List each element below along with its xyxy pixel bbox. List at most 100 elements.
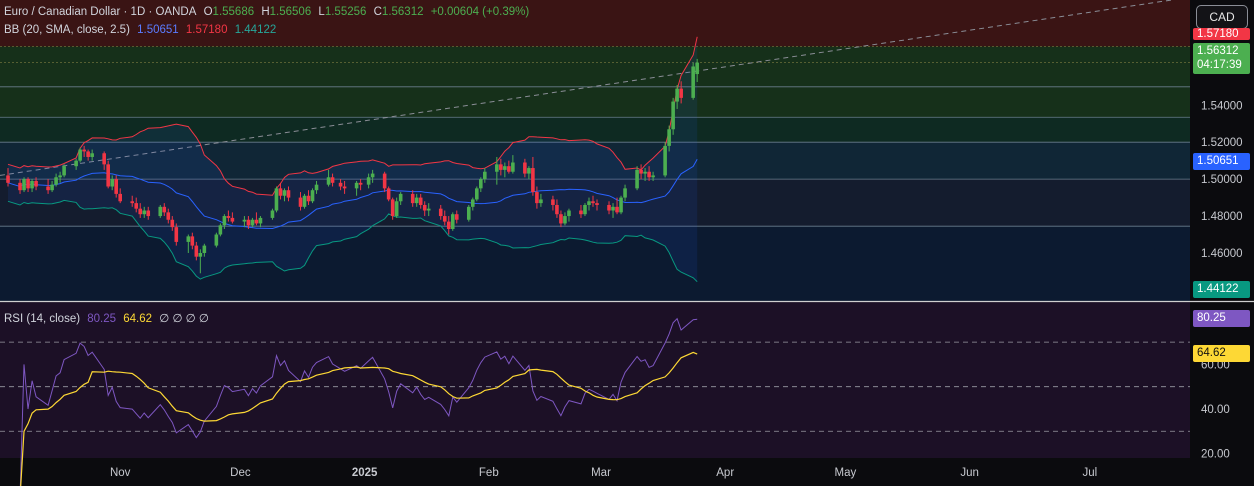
time-tick-label: Dec [230,467,251,479]
candle-body [579,210,583,215]
price-tick-label: 1.46000 [1201,248,1243,260]
zone-4 [0,179,1190,227]
last-price-value: 1.56312 [1197,45,1239,57]
price-tick-label: 1.52000 [1201,137,1243,149]
candle-body [86,151,90,157]
candle-body [563,216,567,224]
candle-body [62,166,66,176]
time-tick-label: Apr [716,467,734,479]
candle-body [551,199,555,205]
candle-body [258,217,263,224]
candle-body [503,166,507,170]
candle-body [34,180,38,187]
candle-body [390,199,395,217]
rsi-ma-line [20,351,698,486]
ohlc-legend: Euro / Canadian Dollar · 1D · OANDA O1.5… [4,6,533,18]
candle-body [358,182,363,185]
candle-body [230,217,235,222]
rsi-value: 80.25 [87,313,117,325]
bb-legend[interactable]: BB (20, SMA, close, 2.5) 1.50651 1.57180… [4,24,280,36]
candle-body [78,149,82,161]
candle-body [298,197,303,207]
rsi-tag: 80.25 [1193,310,1250,327]
candle-body [671,101,675,130]
candle-body [591,201,595,204]
candle-body [607,204,611,211]
candle-body [82,149,86,152]
candle-body [454,214,459,220]
zone-5 [0,226,1190,301]
candle-body [26,179,30,189]
bb-lower-value: 1.44122 [234,24,277,36]
candle-body [158,206,163,217]
high-label: H [261,6,270,18]
zone-1 [0,46,1190,118]
symbol-title[interactable]: Euro / Canadian Dollar · 1D · OANDA [4,6,197,18]
rsi-extra-values: ∅ ∅ ∅ ∅ [159,313,209,325]
candle-body [246,219,251,226]
rsi-legend[interactable]: RSI (14, close) 80.25 64.62 ∅ ∅ ∅ ∅ [4,311,213,325]
candle-body [90,153,94,157]
zone-2 [0,117,1190,143]
close-value: 1.56312 [381,6,424,18]
basis-tag: 1.50651 [1193,153,1250,170]
candle-body [50,184,54,191]
currency-button[interactable]: CAD [1196,5,1248,29]
candle-body [511,162,515,172]
time-tick-label: Jul [1082,467,1097,479]
candle-body [442,216,447,222]
candle-body [222,216,227,226]
candle-body [635,169,639,189]
candle-body [302,195,307,207]
candle-body [675,88,679,102]
high-value: 1.56506 [269,6,312,18]
candle-body [170,219,175,228]
candle-body [531,168,535,193]
candle-body [366,177,371,185]
candle-body [475,188,479,200]
candle-body [218,225,223,235]
candle-body [130,201,135,204]
candle-body [382,173,387,189]
candle-body [270,210,275,218]
candle-body [242,219,247,222]
candle-body [106,164,110,187]
candle-body [166,212,171,220]
candle-body [326,177,331,185]
candle-body [615,206,619,213]
rsi-background [0,302,1190,458]
candle-body [146,210,151,217]
candle-body [495,164,499,172]
price-tick-label: 1.48000 [1201,211,1243,223]
candle-body [595,203,599,205]
upper-band-tag: 1.57180 [1193,28,1250,40]
candle-body [559,214,563,224]
candle-body [102,153,106,165]
candle-body [555,204,559,215]
candle-body [194,245,199,257]
rsi-tick-label: 40.00 [1201,404,1230,416]
candle-body [202,245,207,253]
candle-body [695,62,699,75]
candle-body [483,171,487,180]
candle-body [499,164,503,170]
candle-body [639,169,643,174]
time-tick-label: Nov [110,467,131,479]
candle-body [214,234,219,246]
candle-body [619,197,623,213]
bb-label: BB (20, SMA, close, 2.5) [4,24,130,36]
candle-body [110,179,114,187]
open-value: 1.55686 [212,6,255,18]
candle-body [274,188,279,211]
bb-upper-line [7,36,698,196]
bb-fill [8,36,698,282]
axes: 1.54000 1.52000 1.50000 1.48000 1.46000 60.00… [110,100,1243,479]
candle-body [507,166,511,172]
rsi-label: RSI (14, close) [4,313,81,325]
trendline [0,0,1175,176]
candle-body [114,179,118,194]
candle-body [226,216,231,218]
candle-body [22,179,26,191]
rsi-tick-label: 20.00 [1201,449,1230,461]
